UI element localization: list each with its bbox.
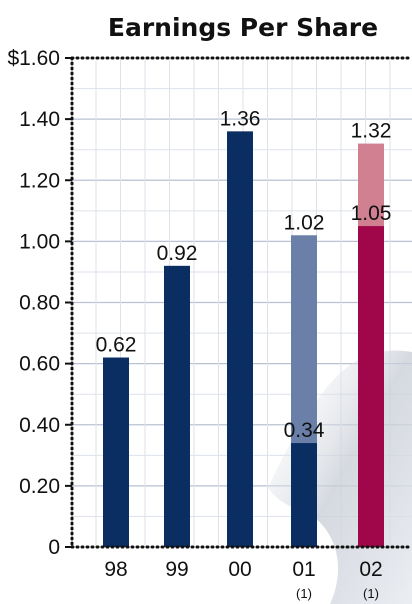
- y-tick-label: 0.80: [19, 292, 60, 315]
- bar-00-total: [227, 131, 253, 547]
- x-tick-footnote: (1): [363, 586, 379, 601]
- x-tick-labels: 98 99 00 01 (1) 02 (1): [104, 558, 382, 601]
- bar-99-total: [164, 265, 190, 547]
- x-tick-label: 01: [292, 558, 315, 581]
- x-tick-footnote: (1): [296, 586, 312, 601]
- chart-title: Earnings Per Share: [108, 13, 378, 42]
- x-tick-label: 99: [165, 558, 188, 581]
- bar-01-base: [291, 443, 317, 547]
- bars: [103, 131, 384, 547]
- y-tick-label: 0.20: [19, 475, 60, 498]
- data-label-01-base: 0.34: [284, 419, 325, 442]
- data-label-98-total: 0.62: [96, 334, 137, 357]
- y-tick-label: 1.40: [19, 108, 60, 131]
- y-tick-label: 0: [48, 536, 60, 559]
- data-label-00-total: 1.36: [220, 107, 261, 130]
- data-label-01-total: 1.02: [284, 211, 325, 234]
- y-tick-label: $1.60: [7, 47, 60, 70]
- y-tick-label: 0.60: [19, 353, 60, 376]
- bar-02-base: [358, 226, 384, 547]
- y-tick-labels: 0 0.20 0.40 0.60 0.80 1.00 1.20 1.40 $1.60: [7, 47, 72, 559]
- x-tick-label: 02: [359, 558, 382, 581]
- data-labels: 0.62 0.92 1.36 1.02 0.34 1.32 1.05: [96, 107, 392, 442]
- x-tick-label: 98: [104, 558, 127, 581]
- background-swoosh: [268, 350, 412, 604]
- y-tick-label: 1.00: [19, 230, 60, 253]
- data-label-02-base: 1.05: [351, 202, 392, 225]
- data-label-99-total: 0.92: [157, 242, 198, 265]
- y-tick-label: 1.20: [19, 169, 60, 192]
- x-tick-label: 00: [228, 558, 251, 581]
- y-tick-label: 0.40: [19, 414, 60, 437]
- bar-98-total: [103, 357, 129, 547]
- data-label-02-total: 1.32: [351, 120, 392, 143]
